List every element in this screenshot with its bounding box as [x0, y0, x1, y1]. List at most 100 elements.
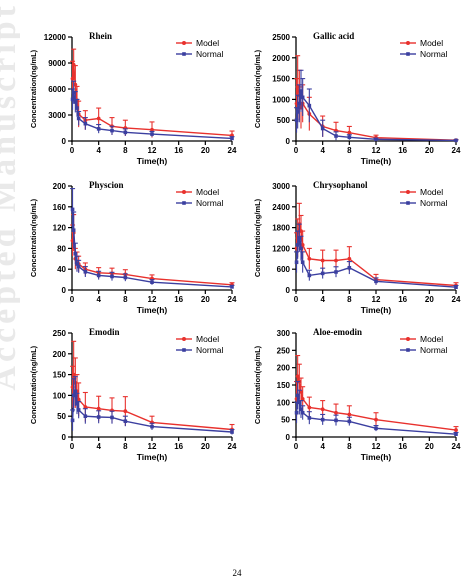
- chart-panel-5: 0 50 100 150 200 250 300 0 4 8 12 16 20 24 Time(h) Conc…: [253, 327, 461, 462]
- data-point: [294, 410, 299, 415]
- data-point: [71, 62, 76, 67]
- data-point: [123, 419, 128, 423]
- x-tick-label: 12: [148, 146, 157, 155]
- y-tick-label: 160: [53, 203, 67, 212]
- legend-item-normal: Normal: [400, 49, 448, 59]
- y-axis-label: Concentration(ng/mL): [29, 49, 38, 128]
- data-point: [96, 406, 101, 411]
- data-point: [96, 116, 101, 121]
- data-point: [294, 260, 299, 265]
- data-point: [230, 136, 234, 141]
- legend-marker: [406, 41, 410, 45]
- x-tick-label: 4: [320, 146, 325, 155]
- data-point: [334, 134, 338, 138]
- data-point: [83, 414, 88, 418]
- x-tick-label: 20: [425, 295, 434, 304]
- legend-label: Normal: [420, 49, 448, 59]
- y-tick-label: 50: [57, 412, 66, 421]
- data-point: [374, 417, 378, 422]
- data-point: [295, 85, 300, 89]
- chart-title: Chrysophanol: [313, 180, 368, 190]
- x-tick-label: 12: [148, 295, 157, 304]
- data-point: [230, 285, 234, 289]
- data-point: [347, 266, 352, 270]
- data-point: [347, 419, 352, 424]
- y-tick-label: 150: [277, 381, 291, 390]
- y-tick-label: 100: [277, 398, 291, 407]
- y-tick-label: 1800: [272, 224, 290, 233]
- data-point: [347, 130, 352, 135]
- y-tick-label: 1000: [272, 95, 290, 104]
- legend-label: Model: [196, 38, 219, 48]
- y-tick-label: 200: [53, 350, 67, 359]
- y-tick-label: 300: [277, 329, 291, 338]
- legend-marker: [182, 52, 186, 56]
- data-point: [295, 374, 300, 379]
- y-tick-label: 12000: [44, 33, 67, 42]
- data-point: [73, 251, 78, 256]
- x-tick-label: 24: [452, 295, 461, 304]
- legend-marker: [182, 337, 186, 341]
- data-point: [71, 90, 76, 95]
- data-point: [73, 82, 78, 87]
- x-tick-label: 12: [148, 442, 157, 451]
- x-tick-label: 24: [228, 442, 237, 451]
- y-tick-label: 0: [286, 433, 291, 442]
- data-point: [300, 260, 305, 265]
- x-tick-label: 24: [452, 146, 461, 155]
- data-point: [150, 280, 154, 284]
- data-point: [299, 407, 303, 412]
- data-point: [150, 127, 154, 132]
- legend-item-model: Model: [176, 38, 219, 48]
- chart-title: Physcion: [89, 180, 124, 190]
- x-tick-label: 8: [347, 295, 352, 304]
- legend-item-normal: Normal: [176, 345, 224, 355]
- y-axis-label: Concentration(ng/mL): [29, 345, 38, 424]
- x-tick-label: 20: [425, 146, 434, 155]
- legend-item-model: Model: [400, 187, 443, 197]
- data-point: [320, 407, 325, 412]
- x-tick-label: 12: [372, 146, 381, 155]
- y-tick-label: 9000: [48, 59, 66, 68]
- data-point: [374, 426, 378, 431]
- series-model: [294, 202, 459, 289]
- data-point: [374, 137, 378, 142]
- x-axis-label: Time(h): [137, 156, 168, 166]
- y-axis-label: Concentration(ng/mL): [253, 345, 262, 424]
- data-point: [454, 138, 458, 143]
- data-point: [96, 415, 101, 419]
- x-axis-label: Time(h): [137, 305, 168, 315]
- x-tick-label: 8: [347, 442, 352, 451]
- data-point: [73, 100, 78, 104]
- data-point: [307, 256, 312, 261]
- y-axis-label: Concentration(ng/mL): [253, 198, 262, 277]
- data-point: [96, 127, 101, 131]
- y-tick-label: 150: [53, 371, 67, 380]
- data-point: [123, 409, 128, 414]
- x-tick-label: 24: [452, 442, 461, 451]
- x-tick-label: 16: [398, 295, 407, 304]
- y-tick-label: 0: [62, 433, 67, 442]
- series-model: [294, 55, 459, 143]
- x-tick-label: 20: [201, 146, 210, 155]
- legend-label: Model: [420, 38, 443, 48]
- legend-label: Normal: [420, 345, 448, 355]
- x-axis-label: Time(h): [361, 452, 392, 462]
- data-point: [307, 103, 312, 108]
- data-point: [307, 416, 312, 420]
- y-tick-label: 0: [62, 137, 67, 146]
- x-tick-label: 0: [70, 442, 75, 451]
- y-tick-label: 3000: [48, 111, 66, 120]
- series-normal: [294, 380, 459, 437]
- chart-title: Gallic acid: [313, 31, 354, 41]
- y-tick-label: 2400: [272, 203, 290, 212]
- legend-label: Model: [196, 187, 219, 197]
- data-point: [123, 275, 128, 280]
- x-tick-label: 8: [123, 442, 128, 451]
- y-tick-label: 500: [277, 116, 291, 125]
- data-point: [123, 130, 128, 135]
- y-tick-label: 0: [62, 286, 67, 295]
- data-point: [454, 285, 458, 290]
- y-tick-label: 0: [286, 137, 291, 146]
- y-tick-label: 6000: [48, 85, 66, 94]
